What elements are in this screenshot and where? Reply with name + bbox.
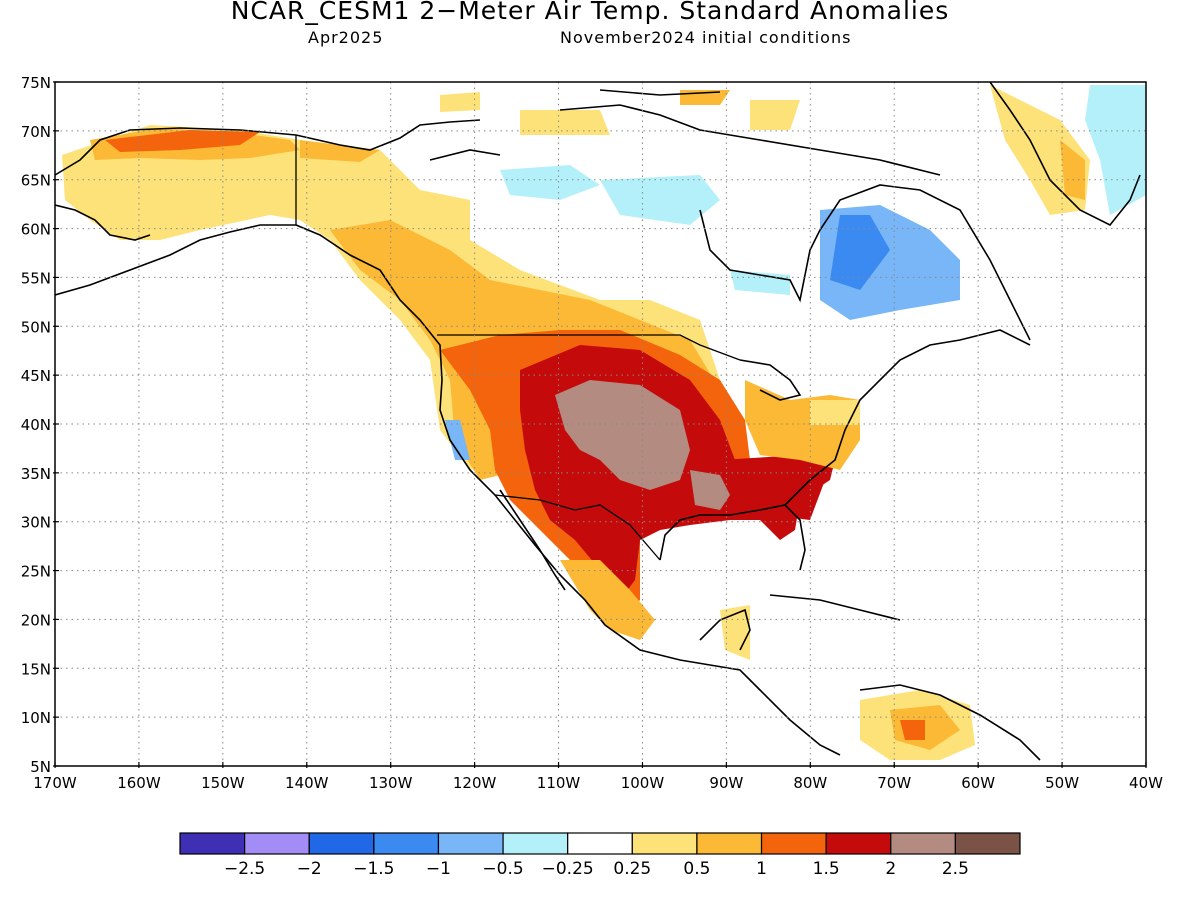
lon-tick-label: 80W [793,774,827,792]
lat-tick-label: 15N [21,660,51,678]
lon-tick-label: 110W [537,774,581,792]
latitude-labels: 75N 70N 65N 60N 55N 50N 45N 40N 35N 30N 25N 20N 15N 1… [21,74,59,776]
lon-tick-label: 50W [1045,774,1079,792]
colorbar-swatch [308,832,375,855]
colorbar-label: −2.5 [224,859,265,879]
colorbar-swatch [502,832,569,855]
colorbar-label: 2.5 [942,859,969,879]
lat-tick-label: 45N [21,367,51,385]
coastlines [55,82,1141,761]
colorbar-swatch [631,832,698,855]
lat-tick-label: 55N [21,269,51,287]
lon-tick-label: 170W [33,774,77,792]
colorbar-label: −1.5 [353,859,394,879]
lat-tick-label: 50N [21,318,51,336]
colorbar-label: 1.5 [813,859,840,879]
colorbar-swatch [696,832,763,855]
lon-tick-label: 130W [369,774,413,792]
anomaly-fields [62,85,1146,760]
colorbar-label: −0.25 [542,859,594,879]
longitude-labels: 170W 160W 150W 140W 130W 120W 110W 100W 90W 80W 70… [33,762,1163,792]
lon-tick-label: 150W [201,774,245,792]
graticule [55,82,1146,766]
lat-tick-label: 60N [21,221,51,239]
colorbar-swatch [760,832,827,855]
lat-tick-label: 30N [21,514,51,532]
lon-tick-label: 160W [117,774,161,792]
lon-tick-label: 120W [453,774,497,792]
lat-tick-label: 75N [21,74,51,92]
lat-tick-label: 25N [21,563,51,581]
valid-month-label: Apr2025 [308,28,384,47]
colorbar-swatch [825,832,892,855]
lat-tick-label: 10N [21,709,51,727]
colorbar-swatch [890,832,956,855]
lat-tick-label: 20N [21,611,51,629]
colorbar-swatch [244,832,310,855]
lon-tick-label: 100W [621,774,665,792]
colorbar-swatch [437,832,504,855]
colorbar-label: 1 [756,859,767,879]
colorbar-label: −1 [426,859,451,879]
lat-tick-label: 70N [21,123,51,141]
colorbar [179,832,1021,855]
lon-tick-label: 70W [877,774,911,792]
colorbar-label: −0.5 [482,859,523,879]
lon-tick-label: 40W [1129,774,1163,792]
colorbar-label: 0.5 [683,859,710,879]
lon-tick-label: 60W [961,774,995,792]
colorbar-label: 0.25 [613,859,651,879]
colorbar-swatch [954,832,1021,855]
initial-conditions-label: November2024 initial conditions [560,28,852,47]
lat-tick-label: 5N [30,758,51,776]
lon-tick-label: 90W [709,774,743,792]
lat-tick-label: 35N [21,465,51,483]
colorbar-swatch [567,832,633,855]
colorbar-label: −2 [297,859,322,879]
colorbar-labels: −2.5 −2 −1.5 −1 −0.5 −0.25 0.25 0.5 1 1.5 2 2.5 [224,859,969,879]
map-title: NCAR_CESM1 2−Meter Air Temp. Standard An… [230,0,950,25]
lat-tick-label: 65N [21,172,51,190]
lat-tick-label: 40N [21,416,51,434]
colorbar-label: 2 [885,859,896,879]
lon-tick-label: 140W [285,774,329,792]
colorbar-swatch [373,832,440,855]
colorbar-swatch [179,832,246,855]
